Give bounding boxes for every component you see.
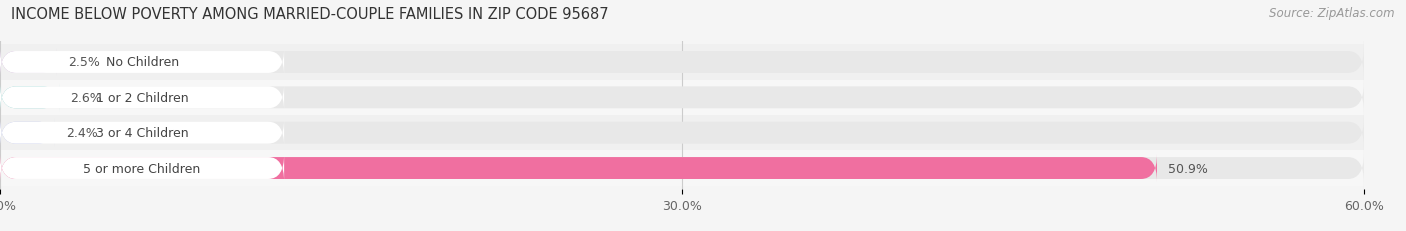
Text: 1 or 2 Children: 1 or 2 Children xyxy=(96,91,188,104)
Text: Source: ZipAtlas.com: Source: ZipAtlas.com xyxy=(1270,7,1395,20)
FancyBboxPatch shape xyxy=(0,155,1157,182)
FancyBboxPatch shape xyxy=(0,116,1364,151)
FancyBboxPatch shape xyxy=(0,155,284,182)
FancyBboxPatch shape xyxy=(0,49,284,76)
Text: 3 or 4 Children: 3 or 4 Children xyxy=(96,127,188,140)
FancyBboxPatch shape xyxy=(0,119,55,147)
FancyBboxPatch shape xyxy=(0,84,284,112)
FancyBboxPatch shape xyxy=(0,84,59,112)
Text: 2.6%: 2.6% xyxy=(70,91,103,104)
FancyBboxPatch shape xyxy=(0,80,1364,116)
Text: INCOME BELOW POVERTY AMONG MARRIED-COUPLE FAMILIES IN ZIP CODE 95687: INCOME BELOW POVERTY AMONG MARRIED-COUPL… xyxy=(11,7,609,22)
Text: 2.4%: 2.4% xyxy=(66,127,97,140)
FancyBboxPatch shape xyxy=(0,84,1364,112)
FancyBboxPatch shape xyxy=(0,151,1364,186)
FancyBboxPatch shape xyxy=(0,155,1364,182)
FancyBboxPatch shape xyxy=(0,49,56,76)
FancyBboxPatch shape xyxy=(0,119,1364,147)
Text: 50.9%: 50.9% xyxy=(1168,162,1208,175)
Text: 5 or more Children: 5 or more Children xyxy=(83,162,201,175)
FancyBboxPatch shape xyxy=(0,49,1364,76)
FancyBboxPatch shape xyxy=(0,45,1364,80)
FancyBboxPatch shape xyxy=(0,119,284,147)
Text: 2.5%: 2.5% xyxy=(67,56,100,69)
Text: No Children: No Children xyxy=(105,56,179,69)
